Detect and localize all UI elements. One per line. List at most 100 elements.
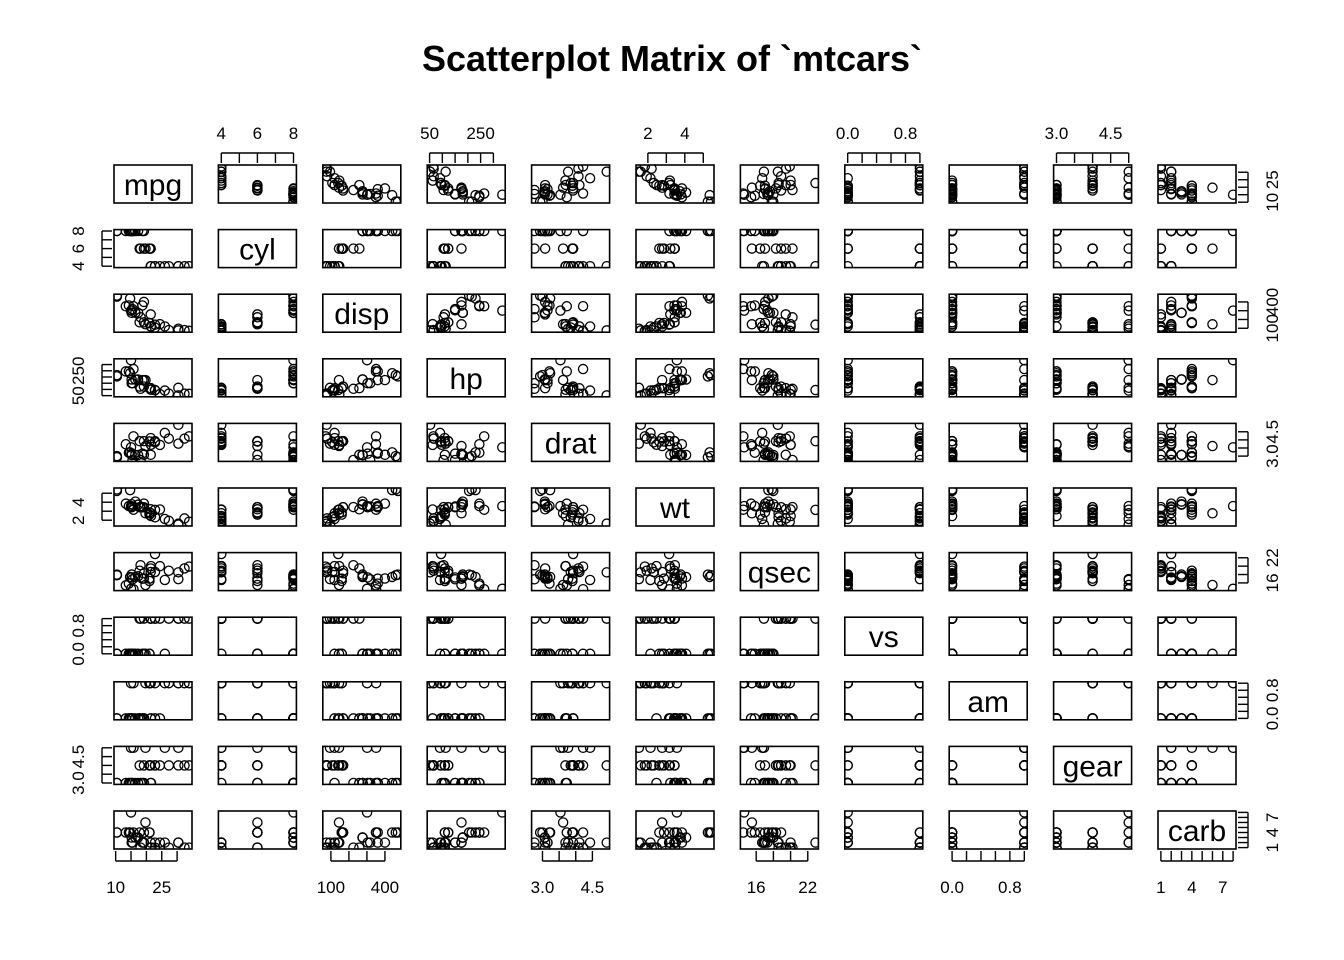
panel-disp-vs-hp: [426, 293, 507, 334]
panel-cyl-vs-vs: [843, 228, 924, 269]
points: [740, 681, 819, 720]
tick-label: 4: [1263, 828, 1282, 837]
data-point: [456, 573, 467, 584]
points: [1053, 165, 1132, 203]
data-point: [676, 374, 688, 386]
data-point: [1087, 435, 1098, 447]
data-point: [1158, 560, 1167, 572]
data-point: [354, 713, 365, 720]
points: [1053, 423, 1132, 462]
data-point: [466, 827, 477, 838]
panel-cyl-vs-disp: [321, 228, 402, 269]
data-point: [138, 777, 150, 785]
data-point: [435, 552, 447, 560]
data-point: [676, 777, 688, 785]
data-point: [665, 243, 676, 254]
data-point: [914, 243, 923, 254]
data-point: [740, 811, 750, 818]
data-point: [1158, 760, 1167, 771]
data-point: [1053, 842, 1062, 849]
data-point: [361, 681, 373, 689]
data-point: [537, 369, 548, 381]
points: [740, 229, 819, 268]
data-point: [787, 243, 798, 254]
data-point: [218, 681, 227, 689]
data-point: [288, 454, 297, 462]
data-point: [1176, 648, 1187, 656]
data-point: [457, 189, 468, 200]
data-point: [438, 454, 449, 462]
data-point: [537, 488, 548, 495]
data-point: [173, 325, 184, 333]
panel-box: [426, 487, 507, 527]
data-point: [144, 648, 155, 656]
data-point: [560, 560, 572, 572]
tick-label: 7: [1263, 813, 1282, 822]
data-point: [138, 713, 150, 720]
data-point: [428, 171, 439, 182]
data-point: [537, 713, 548, 720]
data-point: [949, 827, 958, 838]
tick-label: 3.0: [1263, 444, 1282, 468]
data-point: [645, 837, 656, 848]
data-point: [1053, 374, 1062, 386]
data-point: [1158, 324, 1167, 333]
data-point: [218, 172, 227, 184]
points: [636, 552, 714, 591]
data-point: [1019, 500, 1028, 512]
data-point: [914, 837, 923, 848]
tick-label: 4: [1187, 878, 1196, 897]
data-point: [159, 513, 171, 525]
data-point: [1123, 827, 1132, 838]
data-point: [562, 166, 574, 177]
data-point: [914, 185, 923, 196]
data-point: [567, 552, 579, 560]
data-point: [434, 681, 446, 689]
panel-hp-vs-drat: [530, 357, 611, 398]
panel-disp-vs-carb: [1157, 293, 1237, 334]
data-point: [663, 319, 675, 330]
data-point: [1165, 713, 1177, 720]
data-point: [1176, 449, 1187, 461]
data-point: [562, 260, 574, 268]
data-point: [740, 358, 750, 366]
panel-am-vs-hp: [426, 680, 507, 721]
points: [531, 488, 610, 526]
data-point: [914, 573, 923, 585]
data-point: [159, 648, 171, 656]
panel-box: [635, 357, 715, 398]
data-point: [474, 229, 485, 237]
data-point: [670, 454, 682, 462]
data-point: [676, 229, 688, 237]
data-point: [456, 296, 467, 308]
data-point: [577, 165, 589, 172]
data-point: [680, 777, 692, 785]
data-point: [567, 260, 579, 268]
data-point: [577, 300, 589, 312]
points: [949, 811, 1028, 849]
panel-qsec-vs-disp: [321, 551, 402, 592]
data-point: [440, 573, 451, 585]
tick-label: 22: [798, 878, 817, 897]
data-point: [656, 746, 668, 754]
points: [949, 165, 1028, 203]
data-point: [1165, 552, 1177, 560]
data-point: [561, 648, 573, 656]
data-point: [664, 388, 676, 397]
data-point: [379, 374, 391, 386]
data-point: [562, 837, 574, 848]
data-point: [1087, 837, 1098, 848]
data-point: [427, 423, 436, 431]
diag-label-vs: vs: [869, 621, 899, 654]
data-point: [252, 440, 263, 452]
data-point: [1186, 580, 1198, 591]
data-point: [949, 321, 958, 332]
data-point: [656, 648, 668, 656]
data-point: [252, 309, 263, 320]
data-point: [746, 817, 758, 828]
data-point: [641, 433, 652, 444]
data-point: [555, 500, 566, 512]
data-point: [140, 817, 151, 828]
data-point: [324, 519, 336, 526]
data-point: [557, 648, 569, 656]
